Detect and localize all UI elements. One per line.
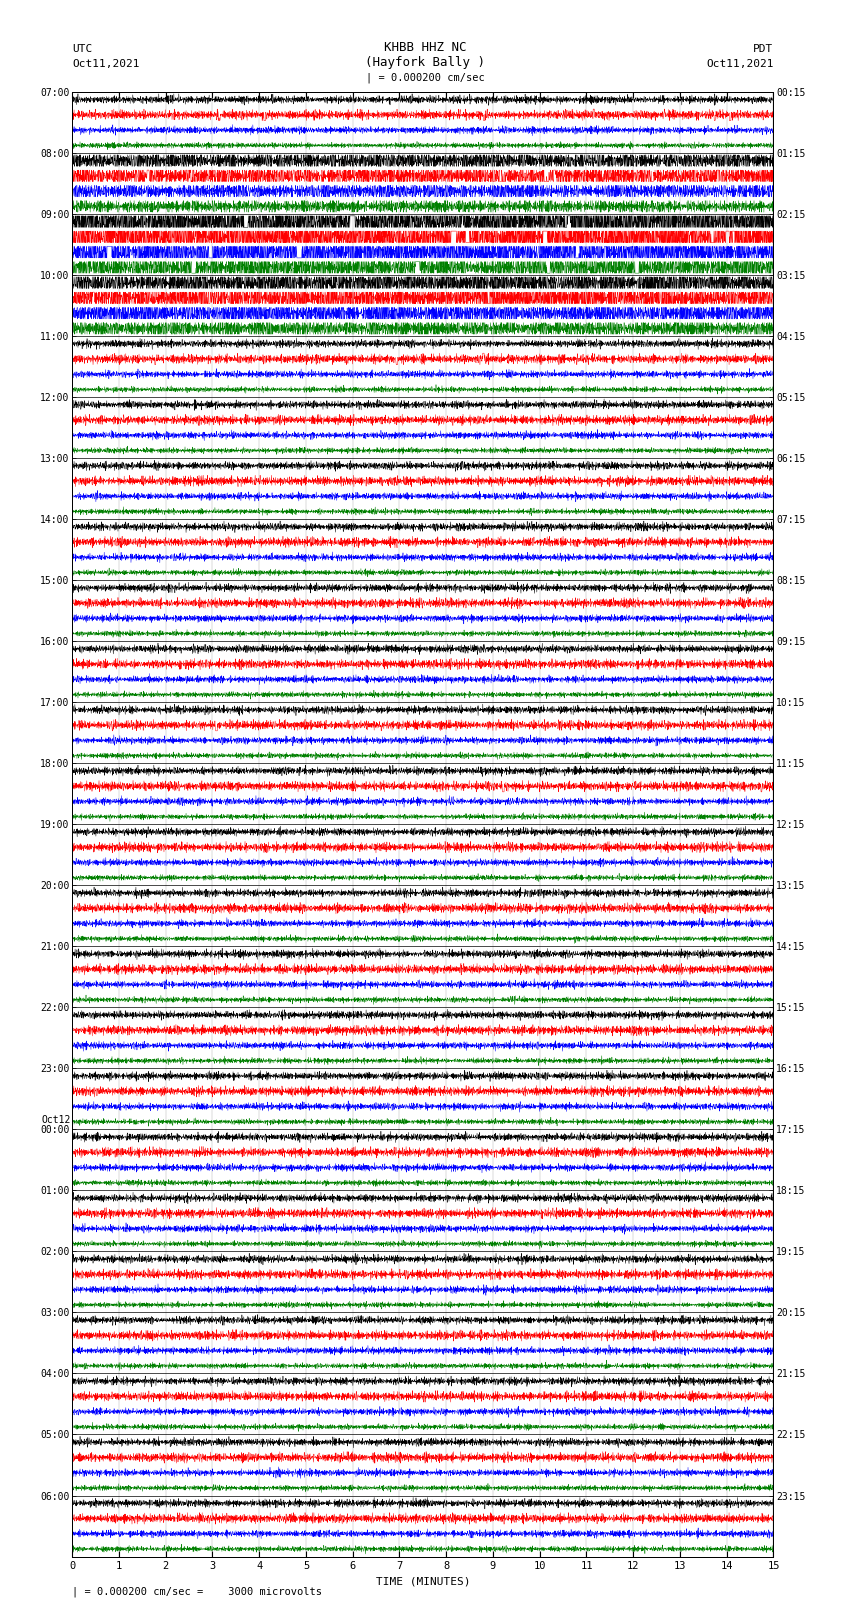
Text: KHBB HHZ NC: KHBB HHZ NC: [383, 40, 467, 53]
Text: UTC: UTC: [72, 44, 93, 53]
Text: Oct12: Oct12: [41, 1115, 71, 1124]
Text: PDT: PDT: [753, 44, 774, 53]
Text: Oct11,2021: Oct11,2021: [706, 60, 774, 69]
X-axis label: TIME (MINUTES): TIME (MINUTES): [376, 1578, 470, 1587]
Text: (Hayfork Bally ): (Hayfork Bally ): [365, 56, 485, 69]
Text: Oct11,2021: Oct11,2021: [72, 60, 139, 69]
Text: | = 0.000200 cm/sec: | = 0.000200 cm/sec: [366, 73, 484, 84]
Text: | = 0.000200 cm/sec =    3000 microvolts: | = 0.000200 cm/sec = 3000 microvolts: [72, 1586, 322, 1597]
